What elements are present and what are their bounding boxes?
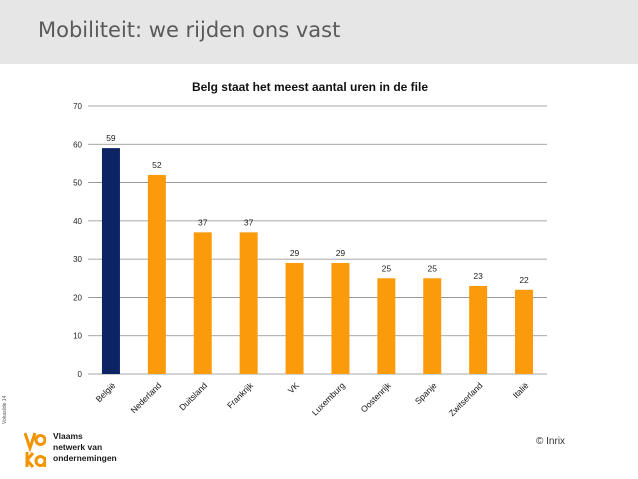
bar-italië [515,289,534,374]
data-label: 59 [106,133,116,143]
data-label: 29 [336,248,346,258]
bar-spanje [423,278,442,374]
header-band [0,0,638,64]
data-label: 52 [152,160,162,170]
data-label: 25 [428,263,438,273]
credit-text: © Inrix [536,436,566,447]
bars [101,148,534,374]
x-tick-label: Nederland [128,380,163,415]
x-tick-label: Duitsland [177,380,209,412]
x-axis-ticks: België Nederland Duitsland Frankrijk VK Luxem… [94,380,531,418]
y-tick-label: 10 [73,332,82,341]
data-label: 37 [198,217,208,227]
x-tick-label: Luxemburg [310,380,347,417]
bar-frankrijk [239,232,258,374]
chart-title: Belg staat het meest aantal uren in de f… [192,80,428,94]
data-label: 37 [244,217,254,227]
x-tick-label: Zwitserland [447,380,485,418]
bar-duitsland [193,232,212,374]
bar-zwitserland [469,285,488,374]
bar-nederland [147,174,166,374]
y-tick-label: 30 [73,255,82,264]
x-tick-label: België [94,380,118,404]
y-axis-ticks: 0 10 20 30 40 50 60 70 [73,102,82,379]
x-tick-label: VK [286,380,301,395]
y-tick-label: 60 [73,140,82,149]
data-label: 23 [473,271,483,281]
y-tick-label: 0 [78,370,83,379]
y-tick-label: 50 [73,179,82,188]
data-label: 22 [519,275,529,285]
x-tick-label: Frankrijk [225,380,256,411]
bar-belgië [101,148,120,374]
page-title: Mobiliteit: we rijden ons vast [38,18,341,42]
data-label: 29 [290,248,300,258]
bar-luxemburg [331,262,350,374]
y-tick-label: 40 [73,217,82,226]
data-label: 25 [382,263,392,273]
bar-oostenrijk [377,278,396,374]
bar-vk [285,262,304,374]
logo-line-3: ondernemingen [53,453,117,463]
voka-logo-icon [24,430,46,470]
logo-line-2: netwerk van [53,442,103,452]
bar-chart: Belg staat het meest aantal uren in de f… [73,80,547,418]
y-tick-label: 20 [73,293,82,302]
x-tick-label: Oostenrijk [359,380,394,415]
x-tick-label: Italië [511,380,531,400]
data-labels: 59 52 37 37 29 29 25 25 23 22 [106,133,529,285]
y-tick-label: 70 [73,102,82,111]
voka-logo: Vlaams netwerk van ondernemingen [24,430,164,470]
x-tick-label: Spanje [413,380,439,406]
logo-line-1: Vlaams [53,431,83,441]
